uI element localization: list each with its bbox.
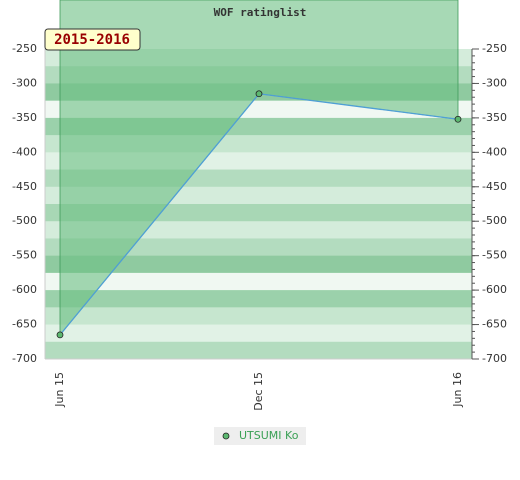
y2-tick-label: -350 [482, 111, 507, 124]
annotation-box [44, 28, 141, 51]
stripe [45, 307, 472, 326]
point [255, 90, 263, 98]
point [454, 115, 462, 123]
y-tick-label: -650 [12, 318, 37, 331]
y2-tick-label: -250 [482, 42, 507, 55]
y-tick-label: -600 [12, 283, 37, 296]
y-tick-label: -550 [12, 249, 37, 262]
stripe [45, 221, 472, 239]
y-tick-label: -700 [12, 352, 37, 365]
y2-tick-label: -300 [482, 76, 507, 89]
stripe [45, 255, 472, 274]
x-tick-label: Dec 15 [252, 372, 265, 411]
stripe [45, 238, 472, 257]
y-tick-label: -450 [12, 180, 37, 193]
y-tick-label: -500 [12, 214, 37, 227]
legend-label: UTSUMI Ko [239, 429, 299, 442]
y2-tick-label: -450 [482, 180, 507, 193]
annotation: 2015-2016 [54, 32, 130, 48]
y-tick-label: -400 [12, 145, 37, 158]
stripe [45, 272, 472, 291]
y2-tick-label: -600 [482, 283, 507, 296]
x-tick-label: Jun 15 [53, 372, 66, 408]
y2-tick-label: -650 [482, 318, 507, 331]
y2-tick-label: -500 [482, 214, 507, 227]
y2-tick-label: -550 [482, 249, 507, 262]
stripe [45, 324, 472, 343]
point [56, 331, 64, 339]
y-tick-label: -250 [12, 42, 37, 55]
legend-box [214, 427, 306, 445]
x-tick-label: Jun 16 [451, 372, 464, 408]
chart-title: WOF ratinglist [214, 6, 307, 19]
stripe [45, 341, 472, 360]
stripe [45, 290, 472, 308]
plot [56, 0, 462, 339]
y2-tick-label: -700 [482, 352, 507, 365]
y-tick-label: -350 [12, 111, 37, 124]
y-tick-label: -300 [12, 76, 37, 89]
y2-tick-label: -400 [482, 145, 507, 158]
legend-marker [222, 432, 230, 440]
